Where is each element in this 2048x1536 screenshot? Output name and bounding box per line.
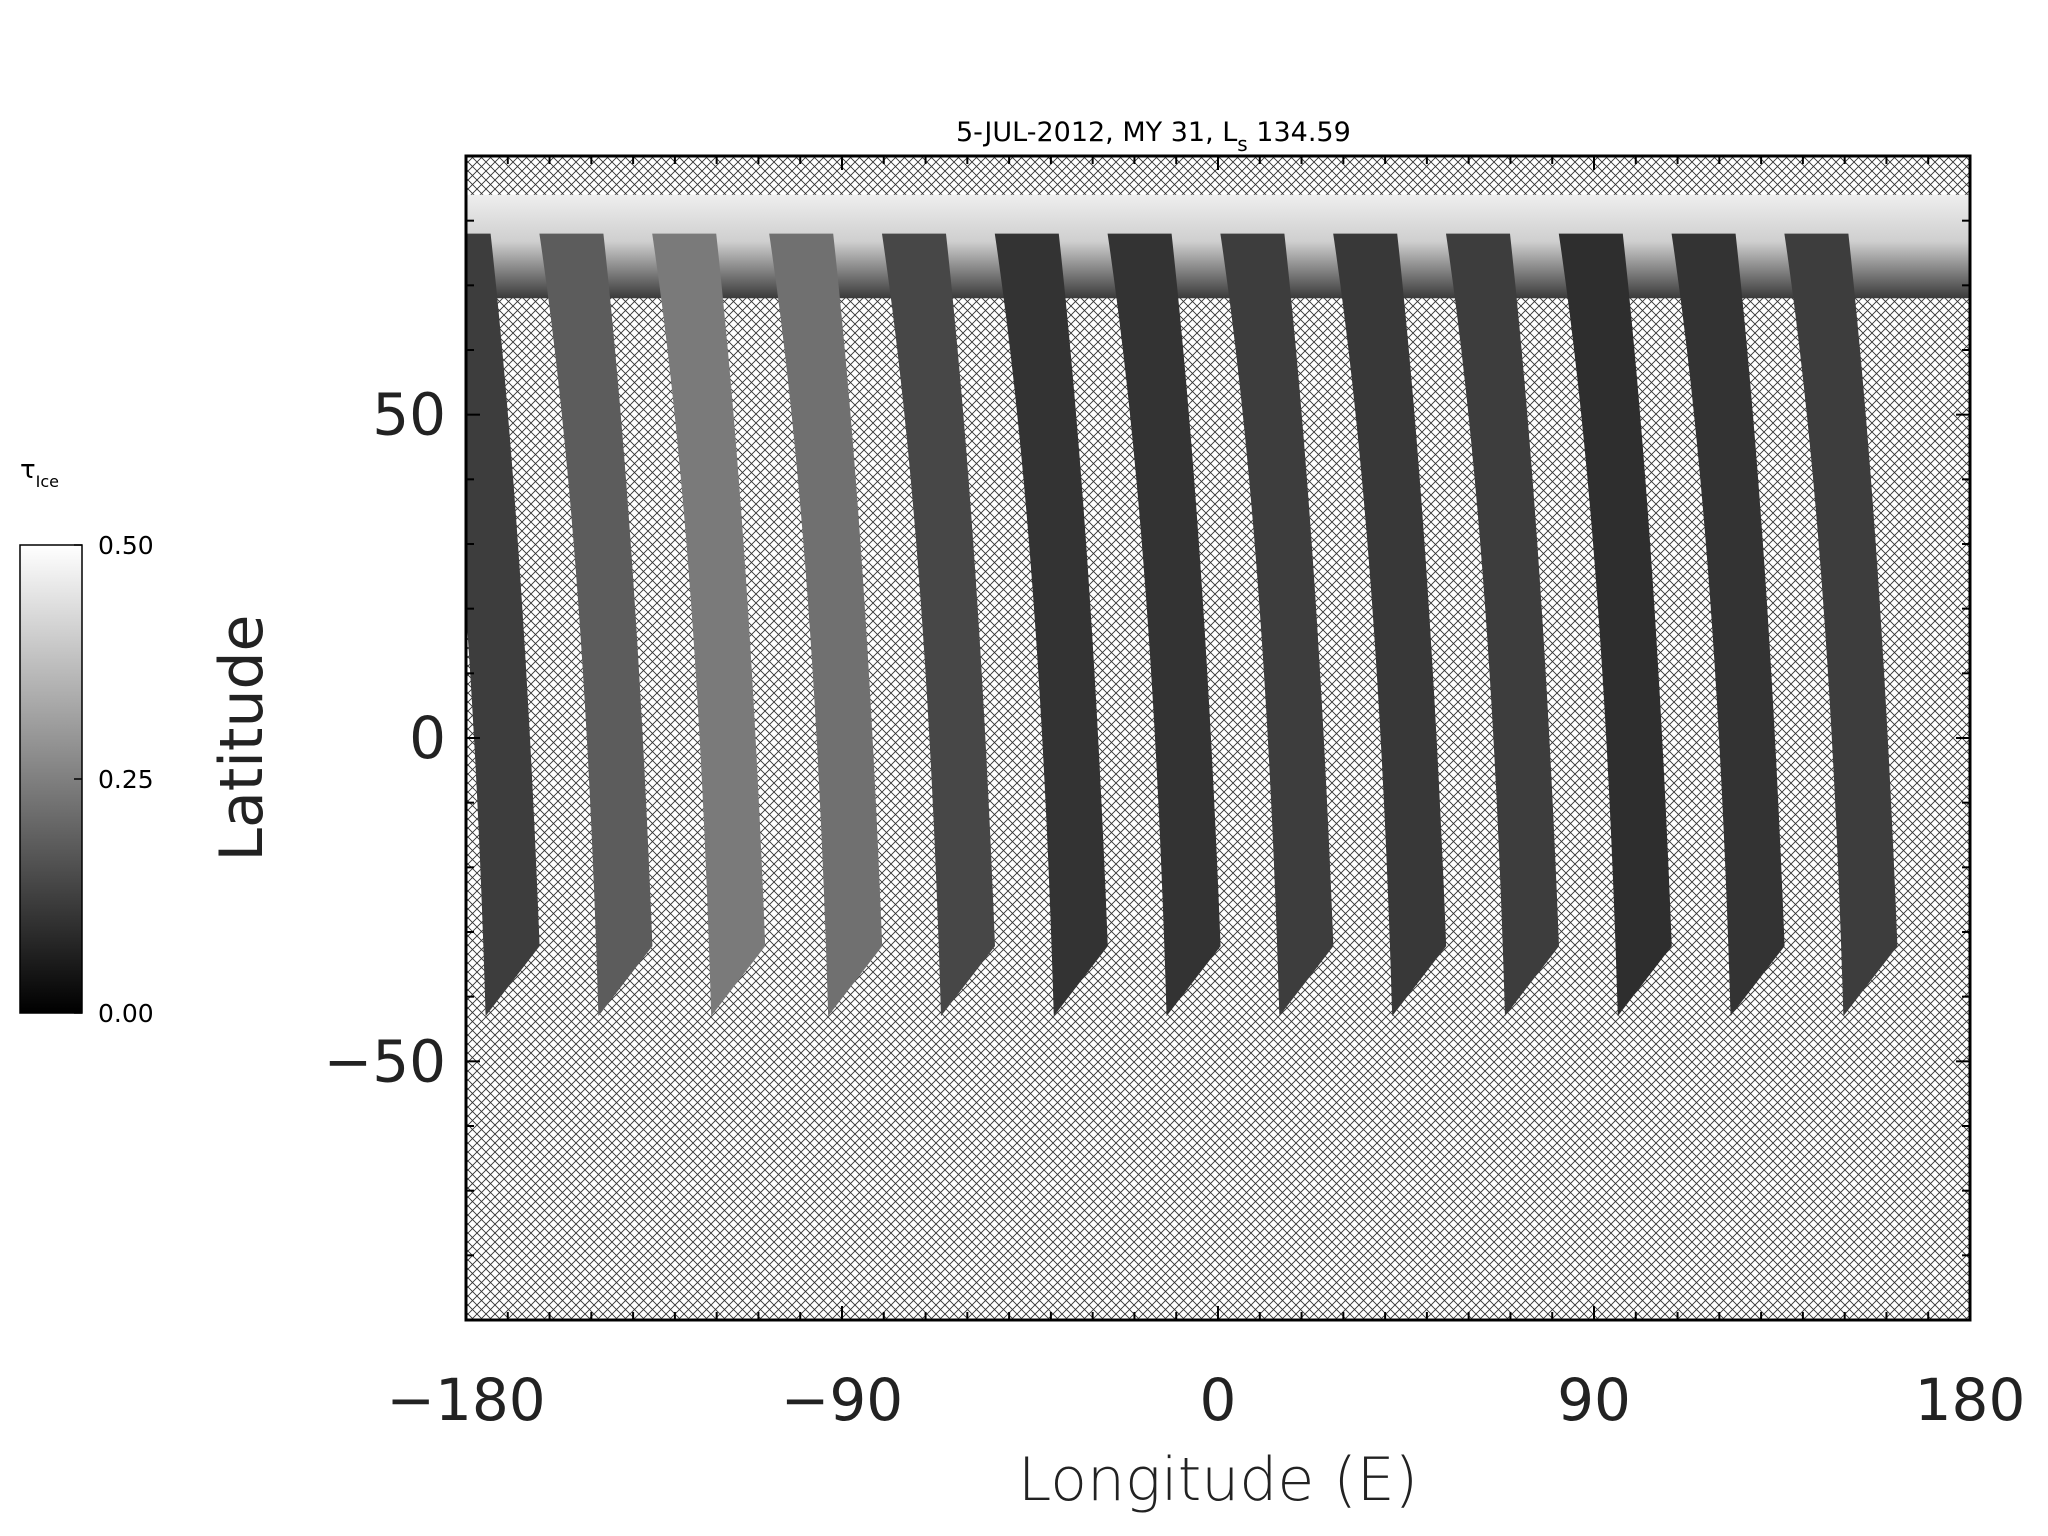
swath-10 (1445, 233, 1559, 1017)
colorbar-label-subscript: Ice (36, 472, 59, 491)
y-axis-label: Latitude (207, 615, 277, 862)
colorbar-tick-label: 0.25 (98, 765, 154, 794)
chart-title-suffix: 134.59 (1248, 117, 1351, 148)
x-tick-label: 90 (1557, 1366, 1631, 1434)
y-tick-label: −50 (324, 1027, 446, 1095)
colorbar-label: τIce (20, 455, 59, 491)
swath-11 (1558, 233, 1672, 1017)
swath-5 (881, 233, 995, 1017)
swath-2 (539, 233, 653, 1017)
swath-4 (769, 233, 883, 1017)
y-tick-label: 50 (372, 381, 446, 449)
chart-title-main: 5-JUL-2012, MY 31, L (956, 117, 1237, 148)
x-tick-label: −90 (781, 1366, 903, 1434)
colorbar-tick-label: 0.00 (98, 999, 154, 1028)
chart-title-subscript: s (1237, 132, 1247, 156)
x-axis-label: Longitude (E) (1018, 1445, 1418, 1515)
x-tick-label: −180 (386, 1366, 545, 1434)
swath-7 (1107, 233, 1221, 1017)
chart-title: 5-JUL-2012, MY 31, Ls 134.59 (956, 117, 1351, 156)
swath-13 (1784, 233, 1898, 1017)
colorbar-gradient (19, 544, 83, 1014)
swath-8 (1220, 233, 1334, 1017)
swath-1 (466, 233, 540, 1017)
y-tick-label: 0 (409, 704, 446, 772)
plot-area (464, 154, 1972, 1322)
x-tick-label: 0 (1200, 1366, 1237, 1434)
swath-6 (994, 233, 1108, 1017)
swath-12 (1671, 233, 1785, 1017)
colorbar-tick-label: 0.50 (98, 531, 154, 560)
swath-9 (1333, 233, 1447, 1017)
colorbar-label-symbol: τ (20, 455, 36, 485)
colorbar: τIce 0.50 0.25 0.00 (19, 455, 154, 1028)
x-tick-label: 180 (1915, 1366, 2026, 1434)
swath-3 (652, 233, 766, 1017)
